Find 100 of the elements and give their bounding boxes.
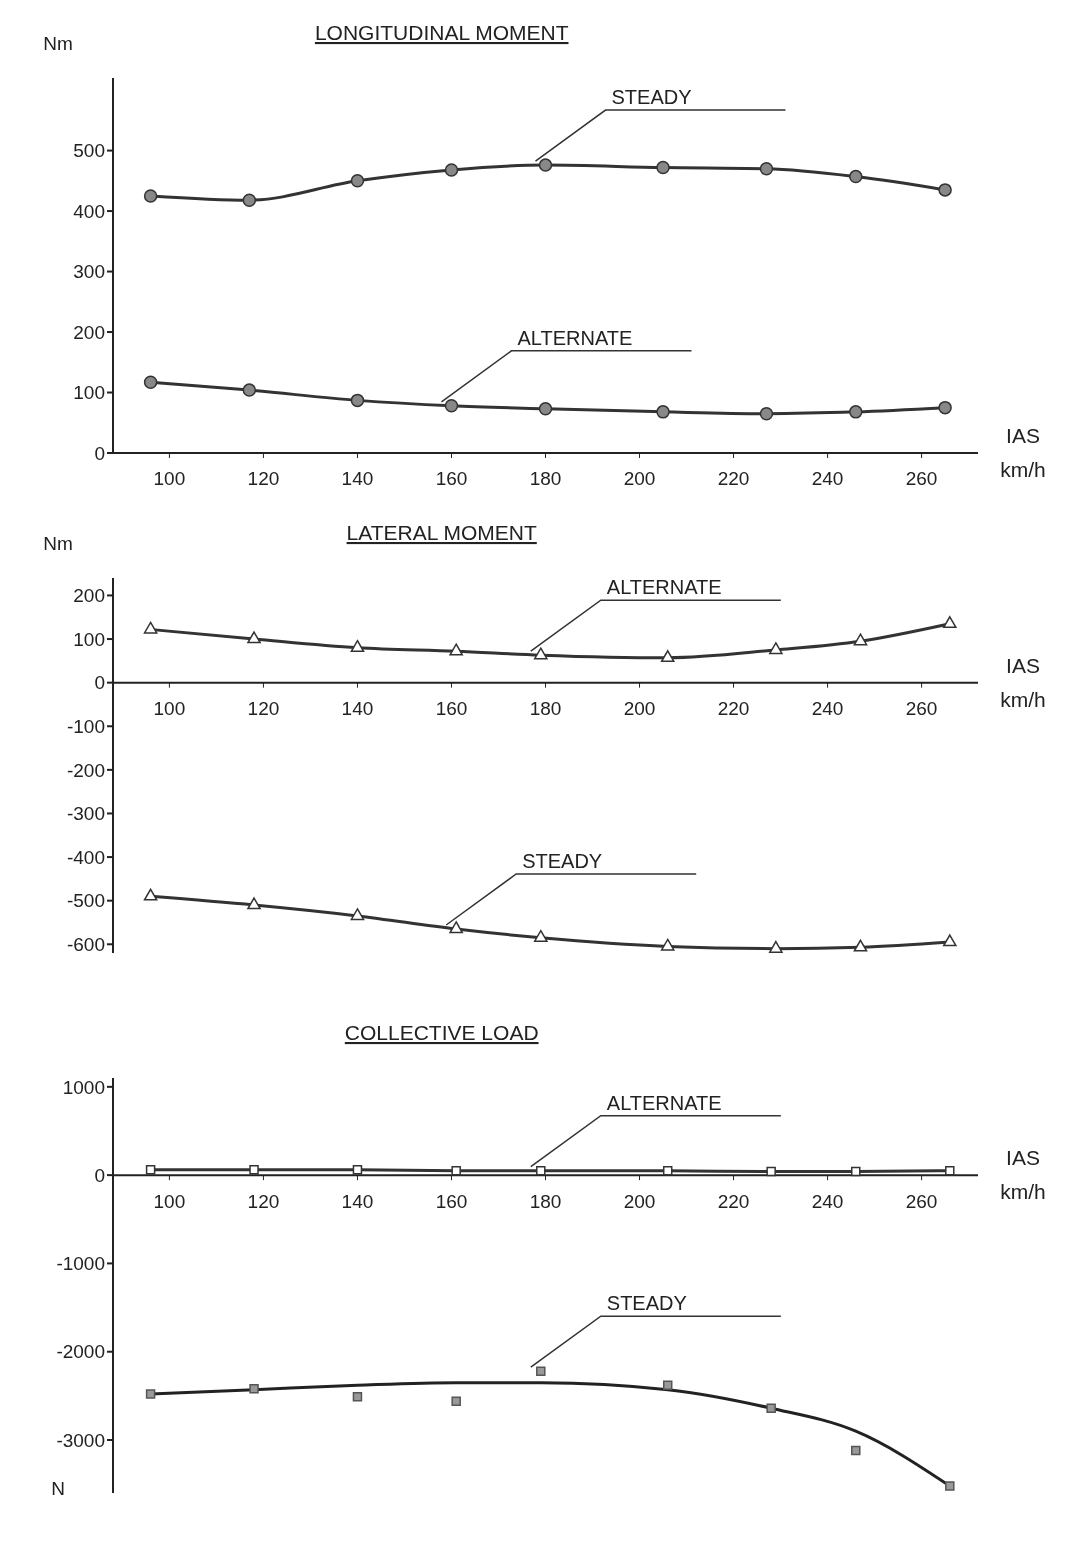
point — [942, 616, 957, 629]
y-tick-label: -300 — [66, 803, 105, 825]
point — [350, 908, 365, 921]
y-tick-label: 0 — [94, 442, 105, 464]
chart-title: COLLECTIVE LOAD — [344, 1021, 539, 1044]
point — [533, 647, 548, 660]
point — [662, 1380, 673, 1391]
x-tick-label: 220 — [717, 1190, 750, 1212]
y-axis-title: Nm — [43, 33, 73, 54]
y-tick-label: -100 — [66, 716, 105, 737]
x-tick-label: 200 — [623, 468, 656, 490]
x-tick-label: 240 — [811, 468, 844, 490]
point — [449, 921, 464, 934]
y-tick-label: 500 — [73, 140, 105, 162]
x-tick-label: 160 — [435, 1190, 468, 1212]
x-tick-label: 260 — [905, 1190, 938, 1212]
y-tick-label: 100 — [73, 628, 105, 650]
y-tick-label: -1000 — [56, 1253, 105, 1275]
point — [444, 399, 459, 413]
y-tick-label: 1000 — [62, 1076, 105, 1098]
point — [143, 189, 158, 203]
point — [660, 650, 675, 663]
point — [533, 929, 548, 942]
x-tick-label: 120 — [247, 698, 280, 720]
point — [656, 405, 670, 419]
point — [853, 939, 868, 952]
x-tick-label: 260 — [905, 698, 938, 720]
point — [766, 1403, 776, 1413]
x-tick-label: 120 — [247, 468, 280, 490]
x-tick-label: 260 — [905, 468, 938, 490]
point — [451, 1165, 461, 1176]
point — [660, 938, 675, 951]
x-tick-label: 180 — [529, 698, 562, 720]
point — [242, 193, 257, 207]
chart-title: LONGITUDINAL MOMENT — [314, 21, 569, 44]
point — [938, 183, 952, 197]
point — [143, 621, 158, 634]
point — [536, 1366, 546, 1376]
point — [538, 402, 553, 416]
y-tick-label: -200 — [66, 759, 105, 781]
point — [662, 1165, 673, 1176]
x-tick-label: 240 — [811, 1190, 844, 1212]
point — [350, 640, 365, 653]
y-axis-title: Nm — [43, 533, 73, 554]
y-tick-label: 200 — [73, 585, 105, 607]
x-tick-label: 220 — [717, 698, 750, 720]
point — [766, 1166, 776, 1177]
x-axis-title: IAS km/h — [1000, 424, 1046, 481]
point — [350, 174, 365, 188]
point — [247, 631, 261, 644]
point — [945, 1481, 955, 1491]
point — [656, 160, 670, 175]
point — [352, 1392, 363, 1402]
y-tick-label: 400 — [73, 200, 105, 222]
text: ALTERNATE — [606, 1091, 722, 1114]
point — [444, 163, 459, 177]
y-tick-label: 0 — [94, 1164, 105, 1186]
point — [945, 1165, 955, 1176]
x-tick-label: 100 — [153, 1190, 186, 1212]
point — [849, 169, 863, 184]
y-tick-label: 300 — [73, 261, 105, 283]
x-tick-label: 140 — [341, 1190, 374, 1212]
y-tick-label: -2000 — [56, 1341, 105, 1363]
x-tick-label: 180 — [529, 468, 562, 490]
point — [759, 161, 774, 176]
point — [145, 1389, 156, 1399]
text: ALTERNATE — [517, 326, 633, 349]
text: STEADY — [606, 1292, 687, 1315]
chart-title: LATERAL MOMENT — [346, 521, 537, 544]
x-axis-title: IAS km/h — [1000, 1146, 1046, 1204]
x-tick-label: 100 — [153, 698, 186, 720]
y-axis-title: N — [51, 1478, 65, 1499]
point — [853, 633, 868, 646]
x-tick-label: 140 — [341, 698, 374, 720]
x-tick-label: 180 — [529, 1190, 562, 1212]
y-tick-label: 0 — [94, 672, 105, 694]
point — [143, 375, 158, 389]
point — [942, 934, 957, 947]
point — [145, 1165, 156, 1175]
point — [249, 1384, 259, 1394]
point — [143, 888, 158, 901]
point — [849, 405, 863, 419]
x-tick-label: 140 — [341, 468, 374, 490]
point — [247, 897, 261, 910]
x-tick-label: 120 — [247, 1190, 280, 1212]
y-tick-label: 100 — [73, 382, 105, 404]
y-tick-label: 200 — [73, 321, 105, 343]
point — [769, 940, 783, 953]
point — [350, 393, 365, 408]
point — [249, 1165, 259, 1175]
y-tick-label: -600 — [66, 934, 105, 956]
text: STEADY — [522, 850, 603, 873]
point — [352, 1165, 363, 1175]
x-tick-label: 100 — [153, 468, 186, 490]
y-tick-label: -500 — [66, 890, 105, 912]
x-tick-label: 160 — [435, 698, 468, 720]
x-axis-title: IAS km/h — [1000, 653, 1046, 711]
text: STEADY — [611, 86, 692, 109]
point — [536, 1165, 546, 1176]
point — [769, 642, 783, 655]
